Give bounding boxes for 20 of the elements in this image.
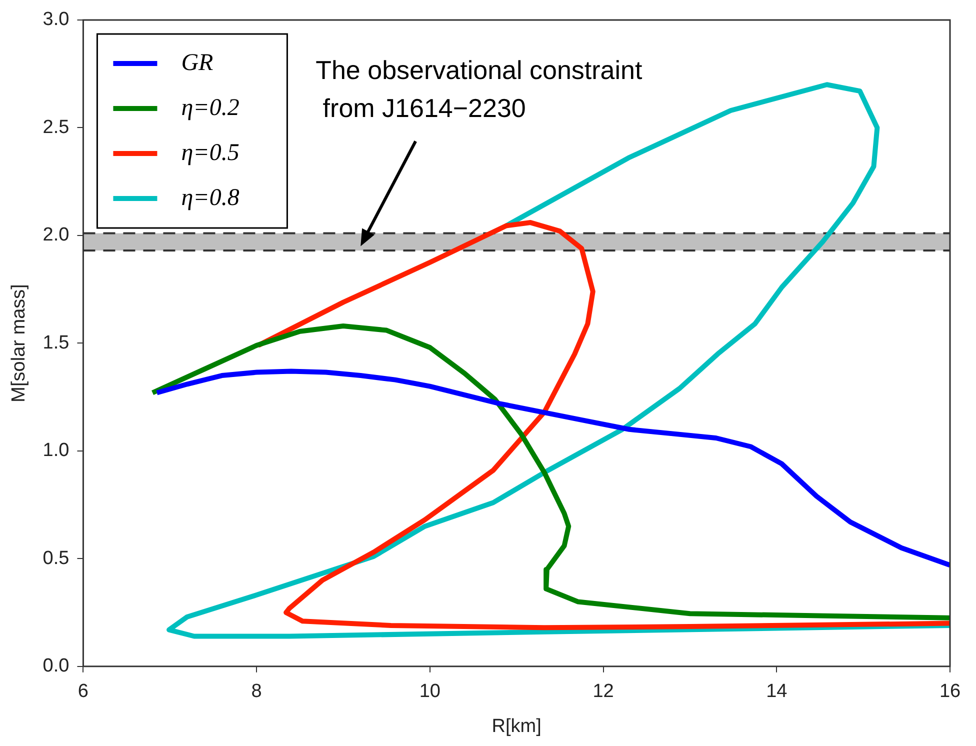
y-tick-label: 0.5: [42, 548, 70, 569]
y-tick-label: 1.0: [42, 440, 70, 462]
y-tick-label: 1.5: [42, 332, 70, 354]
legend-label: η=0.8: [181, 184, 240, 211]
legend-label: η=0.5: [181, 140, 240, 166]
legend-label: η=0.2: [181, 94, 240, 121]
y-tick-label: 2.0: [42, 224, 70, 246]
y-tick-label: 3.0: [42, 9, 70, 30]
x-tick-label: 6: [78, 681, 88, 702]
y-axis-title: M[solar mass]: [8, 284, 30, 402]
x-tick-label: 14: [766, 681, 788, 702]
legend-label: GR: [181, 50, 214, 76]
y-tick-label: 0.0: [42, 656, 70, 677]
x-tick-label: 12: [592, 681, 614, 702]
x-tick-label: 16: [939, 681, 961, 702]
x-tick-label: 8: [251, 681, 262, 702]
annotation: The observational constraint from J1614−2230: [316, 55, 643, 124]
x-tick-label: 10: [419, 681, 440, 702]
x-axis-title: R[km]: [492, 716, 542, 737]
y-tick-label: 2.5: [42, 116, 70, 138]
